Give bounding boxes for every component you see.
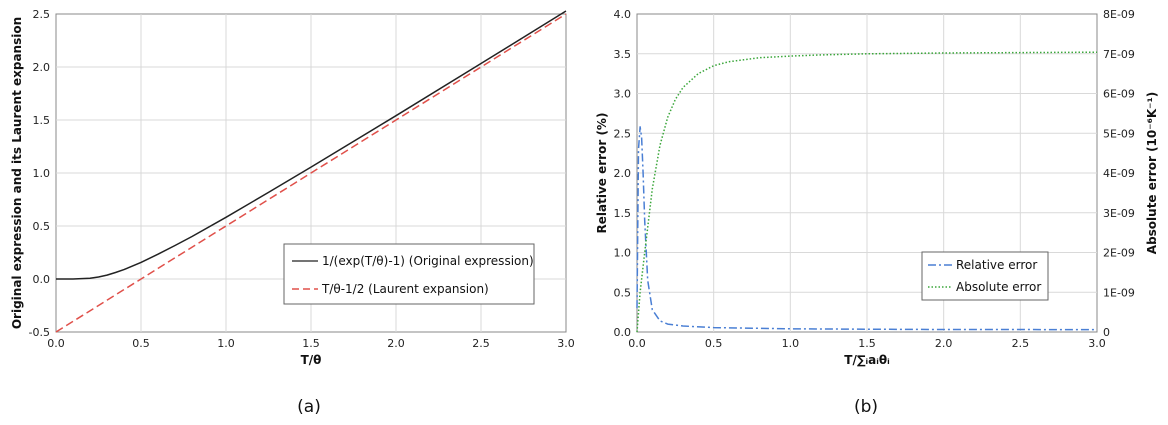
chart-a: 0.0 0.5 1.0 1.5 2.0 2.5 3.0 -0.50.00.51.01.52.… bbox=[10, 8, 575, 417]
y-tick-label: 2.5 bbox=[614, 127, 632, 140]
legend-box-a bbox=[283, 243, 535, 305]
legend-b: Relative error Absolute error bbox=[921, 251, 1049, 301]
y2-tick-labels-b: 0 1E-09 2E-09 3E-09 4E-09 5E-09 6E-09 7E-09 8E-0… bbox=[1103, 8, 1135, 339]
x-tick-label: 0.5 bbox=[132, 337, 150, 350]
legend-label-original: 1/(exp(T/θ)-1) (Original expression) bbox=[322, 254, 534, 268]
x-tick-label: 0.5 bbox=[705, 337, 723, 350]
y-tick-labels-a: -0.5 0.0 0.5 1.0 1.5 2.0 2.5 bbox=[29, 8, 50, 339]
series-line-t-1-2-laurent-expansion bbox=[55, 13, 567, 333]
y-axis-label-b: Relative error (%) bbox=[595, 113, 609, 234]
x-tick-label: 3.0 bbox=[1088, 337, 1106, 350]
y2-tick-label: 4E-09 bbox=[1103, 167, 1135, 180]
legend-label-absolute: Absolute error bbox=[956, 280, 1041, 294]
legend-label-laurent: T/θ-1/2 (Laurent expansion) bbox=[321, 282, 489, 296]
x-tick-label: 0.0 bbox=[47, 337, 65, 350]
y-tick-label: 1.5 bbox=[33, 114, 51, 127]
y-tick-label: 4.0 bbox=[614, 8, 632, 21]
legend-box-b bbox=[921, 251, 1049, 301]
y-tick-label: -0.5 bbox=[29, 326, 50, 339]
series-line-relative-error bbox=[636, 126, 1098, 331]
y-tick-label: 2.5 bbox=[33, 8, 51, 21]
chart-b: 0.0 0.5 1.0 1.5 2.0 2.5 3.0 0.0 0.5 1.0 1.5 2.0 2.5… bbox=[595, 8, 1159, 417]
y2-tick-label: 8E-09 bbox=[1103, 8, 1135, 21]
x-tick-label: 2.5 bbox=[472, 337, 490, 350]
x-tick-label: 1.5 bbox=[302, 337, 320, 350]
gridlines-b bbox=[637, 14, 1097, 332]
y2-tick-label: 2E-09 bbox=[1103, 247, 1135, 260]
x-axis-label-a: T/θ bbox=[301, 353, 322, 367]
y-tick-label: 1.0 bbox=[614, 247, 632, 260]
y-tick-label: 3.0 bbox=[614, 88, 632, 101]
x-tick-labels-b: 0.0 0.5 1.0 1.5 2.0 2.5 3.0 bbox=[628, 337, 1106, 350]
x-tick-label: 3.0 bbox=[557, 337, 575, 350]
series-b bbox=[636, 51, 1098, 333]
panel-label-a: (a) bbox=[297, 397, 321, 417]
y2-tick-label: 5E-09 bbox=[1103, 127, 1135, 140]
x-tick-label: 2.0 bbox=[387, 337, 405, 350]
y2-tick-label: 3E-09 bbox=[1103, 207, 1135, 220]
panel-label-b: (b) bbox=[854, 397, 878, 417]
legend-label-relative: Relative error bbox=[956, 258, 1037, 272]
y2-tick-label: 7E-09 bbox=[1103, 48, 1135, 61]
y-axis-label-a: Original expression and its Laurent expa… bbox=[10, 17, 24, 329]
y-tick-label: 0.5 bbox=[614, 286, 632, 299]
series-line-1-exp-t-1-original-expression bbox=[56, 10, 567, 280]
x-axis-label-b: T/∑ᵢaᵢθᵢ bbox=[844, 353, 889, 367]
y-tick-label: 3.5 bbox=[614, 48, 632, 61]
y-tick-label: 0.0 bbox=[614, 326, 632, 339]
y2-axis-label-b: Absolute error (10⁻⁶K⁻¹) bbox=[1145, 92, 1159, 254]
legend-a: 1/(exp(T/θ)-1) (Original expression) T/θ… bbox=[283, 243, 535, 305]
y-tick-label: 0.0 bbox=[33, 273, 51, 286]
x-tick-label: 1.0 bbox=[217, 337, 235, 350]
y2-tick-label: 0 bbox=[1103, 326, 1110, 339]
y2-tick-label: 6E-09 bbox=[1103, 88, 1135, 101]
x-tick-label: 0.0 bbox=[628, 337, 646, 350]
y-tick-label: 0.5 bbox=[33, 220, 51, 233]
x-tick-label: 1.5 bbox=[858, 337, 876, 350]
x-tick-labels-a: 0.0 0.5 1.0 1.5 2.0 2.5 3.0 bbox=[47, 337, 575, 350]
y-tick-label: 2.0 bbox=[614, 167, 632, 180]
x-tick-label: 1.0 bbox=[782, 337, 800, 350]
series-a bbox=[55, 10, 567, 333]
y-tick-labels-b: 0.0 0.5 1.0 1.5 2.0 2.5 3.0 3.5 4.0 bbox=[614, 8, 632, 339]
series-line-absolute-error bbox=[636, 51, 1098, 333]
y-tick-label: 1.5 bbox=[614, 207, 632, 220]
x-tick-label: 2.5 bbox=[1012, 337, 1030, 350]
y-tick-label: 2.0 bbox=[33, 61, 51, 74]
y2-tick-label: 1E-09 bbox=[1103, 286, 1135, 299]
x-tick-label: 2.0 bbox=[935, 337, 953, 350]
y-tick-label: 1.0 bbox=[33, 167, 51, 180]
